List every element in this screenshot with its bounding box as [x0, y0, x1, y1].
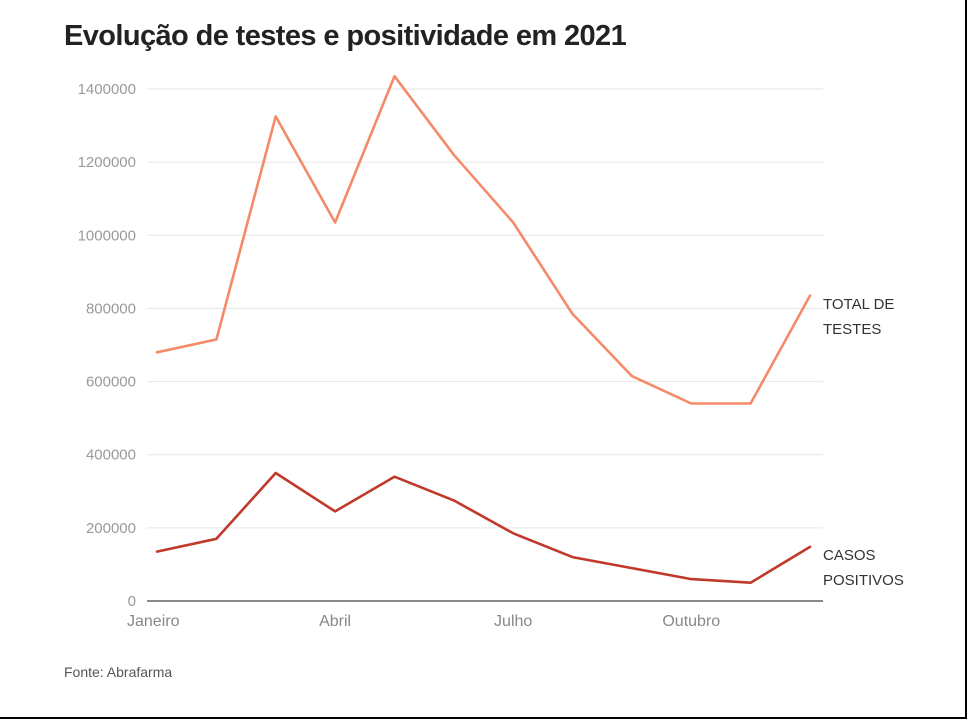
y-tick-label: 0	[128, 593, 136, 610]
x-axis-ticks: Janeiro Abril Julho Outubro	[127, 613, 720, 630]
series-line-casos-positivos	[155, 471, 812, 585]
x-tick-label: Outubro	[662, 613, 720, 630]
x-tick-label: Janeiro	[127, 613, 180, 630]
y-tick-label: 800000	[86, 300, 136, 317]
x-tick-label: Abril	[319, 613, 351, 630]
y-tick-label: 1000000	[78, 227, 136, 244]
y-tick-label: 1200000	[78, 154, 136, 171]
y-tick-label: 200000	[86, 520, 136, 537]
y-tick-label: 1400000	[78, 81, 136, 98]
series-label: TOTAL DE TESTES	[823, 296, 894, 338]
series-label: CASOS POSITIVOS	[823, 547, 904, 589]
x-tick-label: Julho	[494, 613, 532, 630]
gridlines	[147, 88, 823, 602]
source-note: Fonte: Abrafarma	[64, 664, 173, 680]
series-line-total-testes	[155, 74, 812, 405]
series-labels: TOTAL DE TESTES CASOS POSITIVOS	[823, 296, 904, 589]
series-lines	[155, 74, 812, 585]
chart-title: Evolução de testes e positividade em 202…	[64, 20, 627, 52]
y-tick-label: 400000	[86, 447, 136, 464]
y-tick-label: 600000	[86, 374, 136, 391]
y-axis-ticks: 0 200000 400000 600000 800000 1000000 1200000 1…	[78, 81, 136, 610]
